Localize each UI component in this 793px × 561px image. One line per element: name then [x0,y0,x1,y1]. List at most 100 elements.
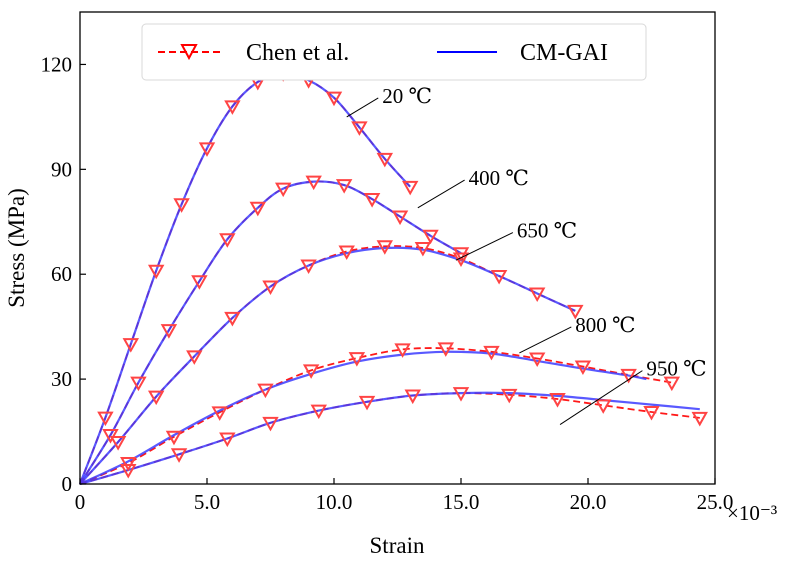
annotation-label: 20 ℃ [382,84,432,108]
chen-marker-650 [300,259,317,275]
chen-marker-20 [97,411,114,427]
y-tick-label: 60 [51,262,72,286]
chen-marker-800 [120,457,137,472]
y-tick-label: 90 [51,157,72,181]
chen-marker-950 [549,393,566,408]
chen-marker-800 [663,376,681,392]
chen-marker-950 [170,448,188,463]
x-tick-label: 20.0 [570,490,607,514]
cmgai-line-400 [79,180,462,485]
chen-marker-20 [198,142,216,157]
annotation-leader [559,370,643,425]
chen-marker-800 [574,360,592,376]
chen-marker-950 [310,404,327,420]
chen-marker-400 [335,179,353,194]
chen-marker-20 [224,100,241,115]
chen-marker-400 [219,233,236,248]
chen-marker-400 [160,324,178,339]
annotation-label: 400 ℃ [469,166,529,190]
chen-marker-950 [691,411,708,427]
chen-marker-650 [414,242,432,257]
chen-marker-650 [528,287,546,302]
chen-marker-20 [376,152,394,168]
series-layer [78,72,700,486]
legend-cmgai-label: CM-GAI [520,40,608,66]
chen-marker-800 [528,352,546,368]
chen-marker-650 [109,436,127,451]
chen-marker-650 [147,390,165,406]
y-tick-label: 0 [62,472,73,496]
chen-marker-800 [483,345,500,361]
y-axis-label: Stress (MPa) [4,188,29,307]
chen-marker-950 [404,389,421,405]
chen-marker-950 [595,399,612,414]
annotation-layer: 20 ℃ 400 ℃ 650 ℃ 800 ℃ 950 ℃ [346,84,707,425]
chen-marker-950 [219,432,236,448]
cmgai-line-20 [78,72,412,485]
cmgai-line-650 [79,246,576,485]
chen-marker-20 [173,198,190,213]
x-scale-multiplier: ×10⁻³ [727,501,777,525]
chen-marker-400 [130,376,147,392]
chen-line-20 [79,72,411,485]
annotation-leader [455,232,514,261]
chen-marker-400 [422,229,439,245]
chen-marker-950 [358,395,376,411]
chen-marker-650 [567,304,584,320]
y-tick-label: 120 [41,52,73,76]
x-tick-label: 15.0 [443,490,480,514]
chen-marker-400 [102,429,119,444]
x-tick-label: 10.0 [316,490,353,514]
chen-marker-20 [122,338,140,353]
chen-marker-400 [191,275,208,290]
chen-marker-800 [211,406,228,421]
chen-marker-400 [363,193,381,208]
cmgai-line-800 [79,350,647,485]
chen-marker-800 [394,343,411,358]
chen-marker-650 [490,269,508,285]
chen-marker-400 [249,201,267,217]
chen-marker-650 [338,245,355,261]
x-tick-label: 0 [75,490,86,514]
chen-marker-650 [376,240,394,255]
plot-frame [79,11,716,485]
chen-marker-800 [257,383,274,399]
annotation-leader [417,179,465,209]
chen-marker-950 [643,405,660,421]
chen-marker-800 [620,368,637,384]
chen-line-400 [79,180,462,485]
legend: Chen et al. CM-GAI [141,23,647,81]
legend-chen-marker [180,44,198,61]
chen-marker-950 [262,416,279,432]
chen-marker-950 [452,387,470,402]
x-axis-label: Strain [370,533,425,558]
annotation-label: 800 ℃ [575,313,635,337]
legend-box [141,23,647,81]
tick-layer: 0 5.0 10.0 15.0 20.0 25.0 0 30 60 90 120 [41,52,734,514]
annotation-label: 650 ℃ [517,219,577,243]
chen-marker-400 [305,175,322,191]
y-tick-label: 30 [51,367,72,391]
chen-marker-20 [351,121,368,136]
chen-marker-400 [274,182,292,198]
x-tick-label: 25.0 [697,490,734,514]
chen-marker-800 [165,430,183,446]
chen-marker-800 [302,364,320,379]
chen-marker-950 [120,464,137,479]
annotation-leader [519,326,572,354]
chen-marker-650 [186,350,203,365]
chen-marker-20 [401,180,419,196]
chen-marker-20 [147,264,165,280]
chen-marker-650 [262,280,279,295]
x-tick-label: 5.0 [194,490,220,514]
chen-marker-650 [224,311,241,327]
annotation-leader [346,97,379,118]
chen-marker-400 [391,210,409,226]
chen-marker-800 [348,352,366,367]
chen-marker-950 [501,388,518,404]
chen-marker-800 [437,342,454,357]
legend-chen-label: Chen et al. [246,40,349,66]
annotation-label: 950 ℃ [646,357,706,381]
marker-layer [97,67,708,479]
